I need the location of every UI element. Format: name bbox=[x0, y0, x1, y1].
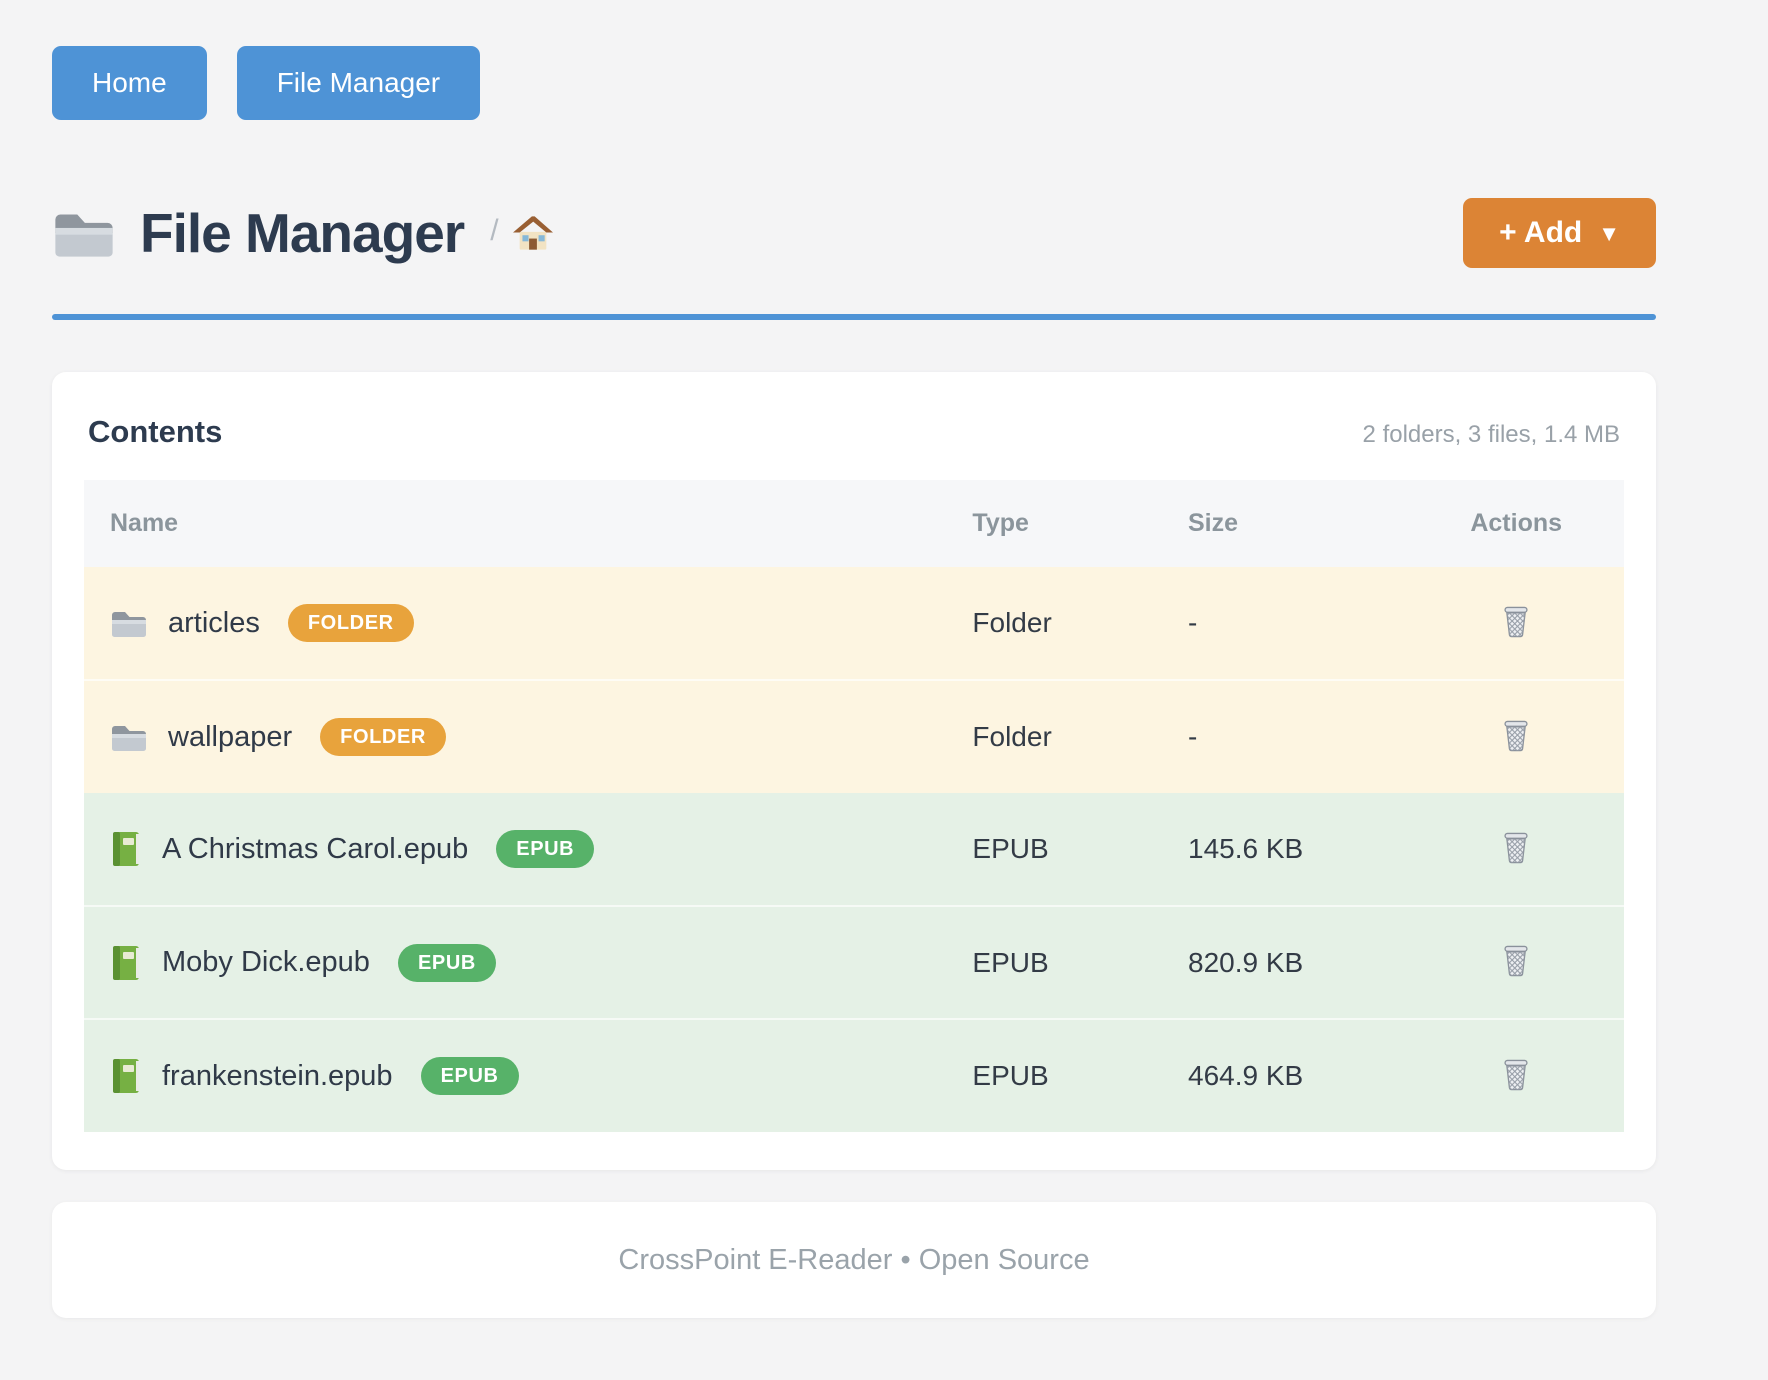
table-row: A Christmas Carol.epub EPUB EPUB 145.6 K… bbox=[84, 793, 1624, 906]
file-manager-page: Home File Manager File Manager / + Add ▼… bbox=[52, 46, 1656, 1318]
file-name-link[interactable]: Moby Dick.epub bbox=[162, 946, 370, 978]
folder-icon bbox=[55, 214, 113, 257]
green-book-icon bbox=[113, 832, 139, 866]
file-type-cell: Folder bbox=[946, 567, 1162, 680]
file-table: Name Type Size Actions articles FOLDER F… bbox=[84, 480, 1624, 1132]
delete-button[interactable] bbox=[1495, 938, 1537, 987]
delete-button[interactable] bbox=[1495, 599, 1537, 648]
trash-icon bbox=[1504, 945, 1528, 977]
breadcrumb-separator: / bbox=[490, 214, 499, 247]
contents-card: Contents 2 folders, 3 files, 1.4 MB Name… bbox=[52, 372, 1656, 1170]
page-header: File Manager / + Add ▼ bbox=[52, 198, 1656, 268]
file-name-link[interactable]: wallpaper bbox=[168, 720, 293, 753]
delete-button[interactable] bbox=[1495, 825, 1537, 874]
file-manager-nav-button[interactable]: File Manager bbox=[236, 46, 481, 120]
green-book-icon bbox=[113, 1059, 139, 1093]
type-badge: EPUB bbox=[496, 830, 595, 868]
folder-icon bbox=[112, 726, 146, 751]
card-title: Contents bbox=[88, 414, 223, 449]
file-size-cell: - bbox=[1162, 567, 1409, 680]
delete-button[interactable] bbox=[1495, 1052, 1537, 1101]
column-header-name: Name bbox=[84, 480, 947, 567]
delete-button[interactable] bbox=[1495, 713, 1537, 762]
type-badge: FOLDER bbox=[320, 718, 446, 756]
type-badge: EPUB bbox=[397, 943, 496, 982]
house-icon[interactable] bbox=[512, 214, 553, 252]
breadcrumb: / bbox=[490, 214, 553, 252]
table-row: frankenstein.epub EPUB EPUB 464.9 KB bbox=[84, 1018, 1624, 1132]
file-type-cell: EPUB bbox=[946, 1018, 1162, 1132]
column-header-type: Type bbox=[946, 480, 1162, 567]
file-name-link[interactable]: A Christmas Carol.epub bbox=[162, 832, 469, 865]
trash-icon bbox=[1504, 720, 1528, 751]
table-row: Moby Dick.epub EPUB EPUB 820.9 KB bbox=[84, 905, 1624, 1019]
footer-text: CrossPoint E-Reader • Open Source bbox=[618, 1243, 1090, 1276]
green-book-icon bbox=[113, 945, 139, 980]
file-size-cell: - bbox=[1162, 679, 1409, 793]
type-badge: FOLDER bbox=[287, 604, 414, 642]
file-type-cell: Folder bbox=[946, 679, 1162, 793]
folder-icon bbox=[112, 612, 146, 637]
file-size-cell: 145.6 KB bbox=[1162, 793, 1409, 906]
add-button[interactable]: + Add ▼ bbox=[1463, 198, 1656, 268]
table-row: articles FOLDER Folder - bbox=[84, 567, 1624, 680]
top-nav: Home File Manager bbox=[52, 46, 1656, 120]
file-name-link[interactable]: articles bbox=[168, 606, 260, 639]
home-nav-button[interactable]: Home bbox=[52, 46, 207, 120]
file-size-cell: 464.9 KB bbox=[1162, 1018, 1409, 1132]
table-header-row: Name Type Size Actions bbox=[84, 480, 1624, 567]
page-title: File Manager bbox=[140, 202, 465, 264]
header-divider bbox=[52, 314, 1656, 320]
file-type-cell: EPUB bbox=[946, 905, 1162, 1019]
trash-icon bbox=[1504, 1059, 1528, 1090]
column-header-size: Size bbox=[1162, 480, 1409, 567]
column-header-actions: Actions bbox=[1408, 480, 1624, 567]
trash-icon bbox=[1504, 606, 1528, 637]
footer: CrossPoint E-Reader • Open Source bbox=[52, 1202, 1656, 1318]
contents-summary: 2 folders, 3 files, 1.4 MB bbox=[1362, 421, 1620, 448]
file-name-link[interactable]: frankenstein.epub bbox=[162, 1059, 393, 1092]
caret-down-icon: ▼ bbox=[1598, 221, 1620, 246]
add-button-label: + Add bbox=[1499, 216, 1583, 249]
file-size-cell: 820.9 KB bbox=[1162, 905, 1409, 1019]
file-type-cell: EPUB bbox=[946, 793, 1162, 906]
table-row: wallpaper FOLDER Folder - bbox=[84, 679, 1624, 793]
type-badge: EPUB bbox=[420, 1057, 519, 1095]
trash-icon bbox=[1504, 832, 1528, 863]
file-table-body: articles FOLDER Folder - wallpaper FOLDE… bbox=[84, 567, 1624, 1132]
